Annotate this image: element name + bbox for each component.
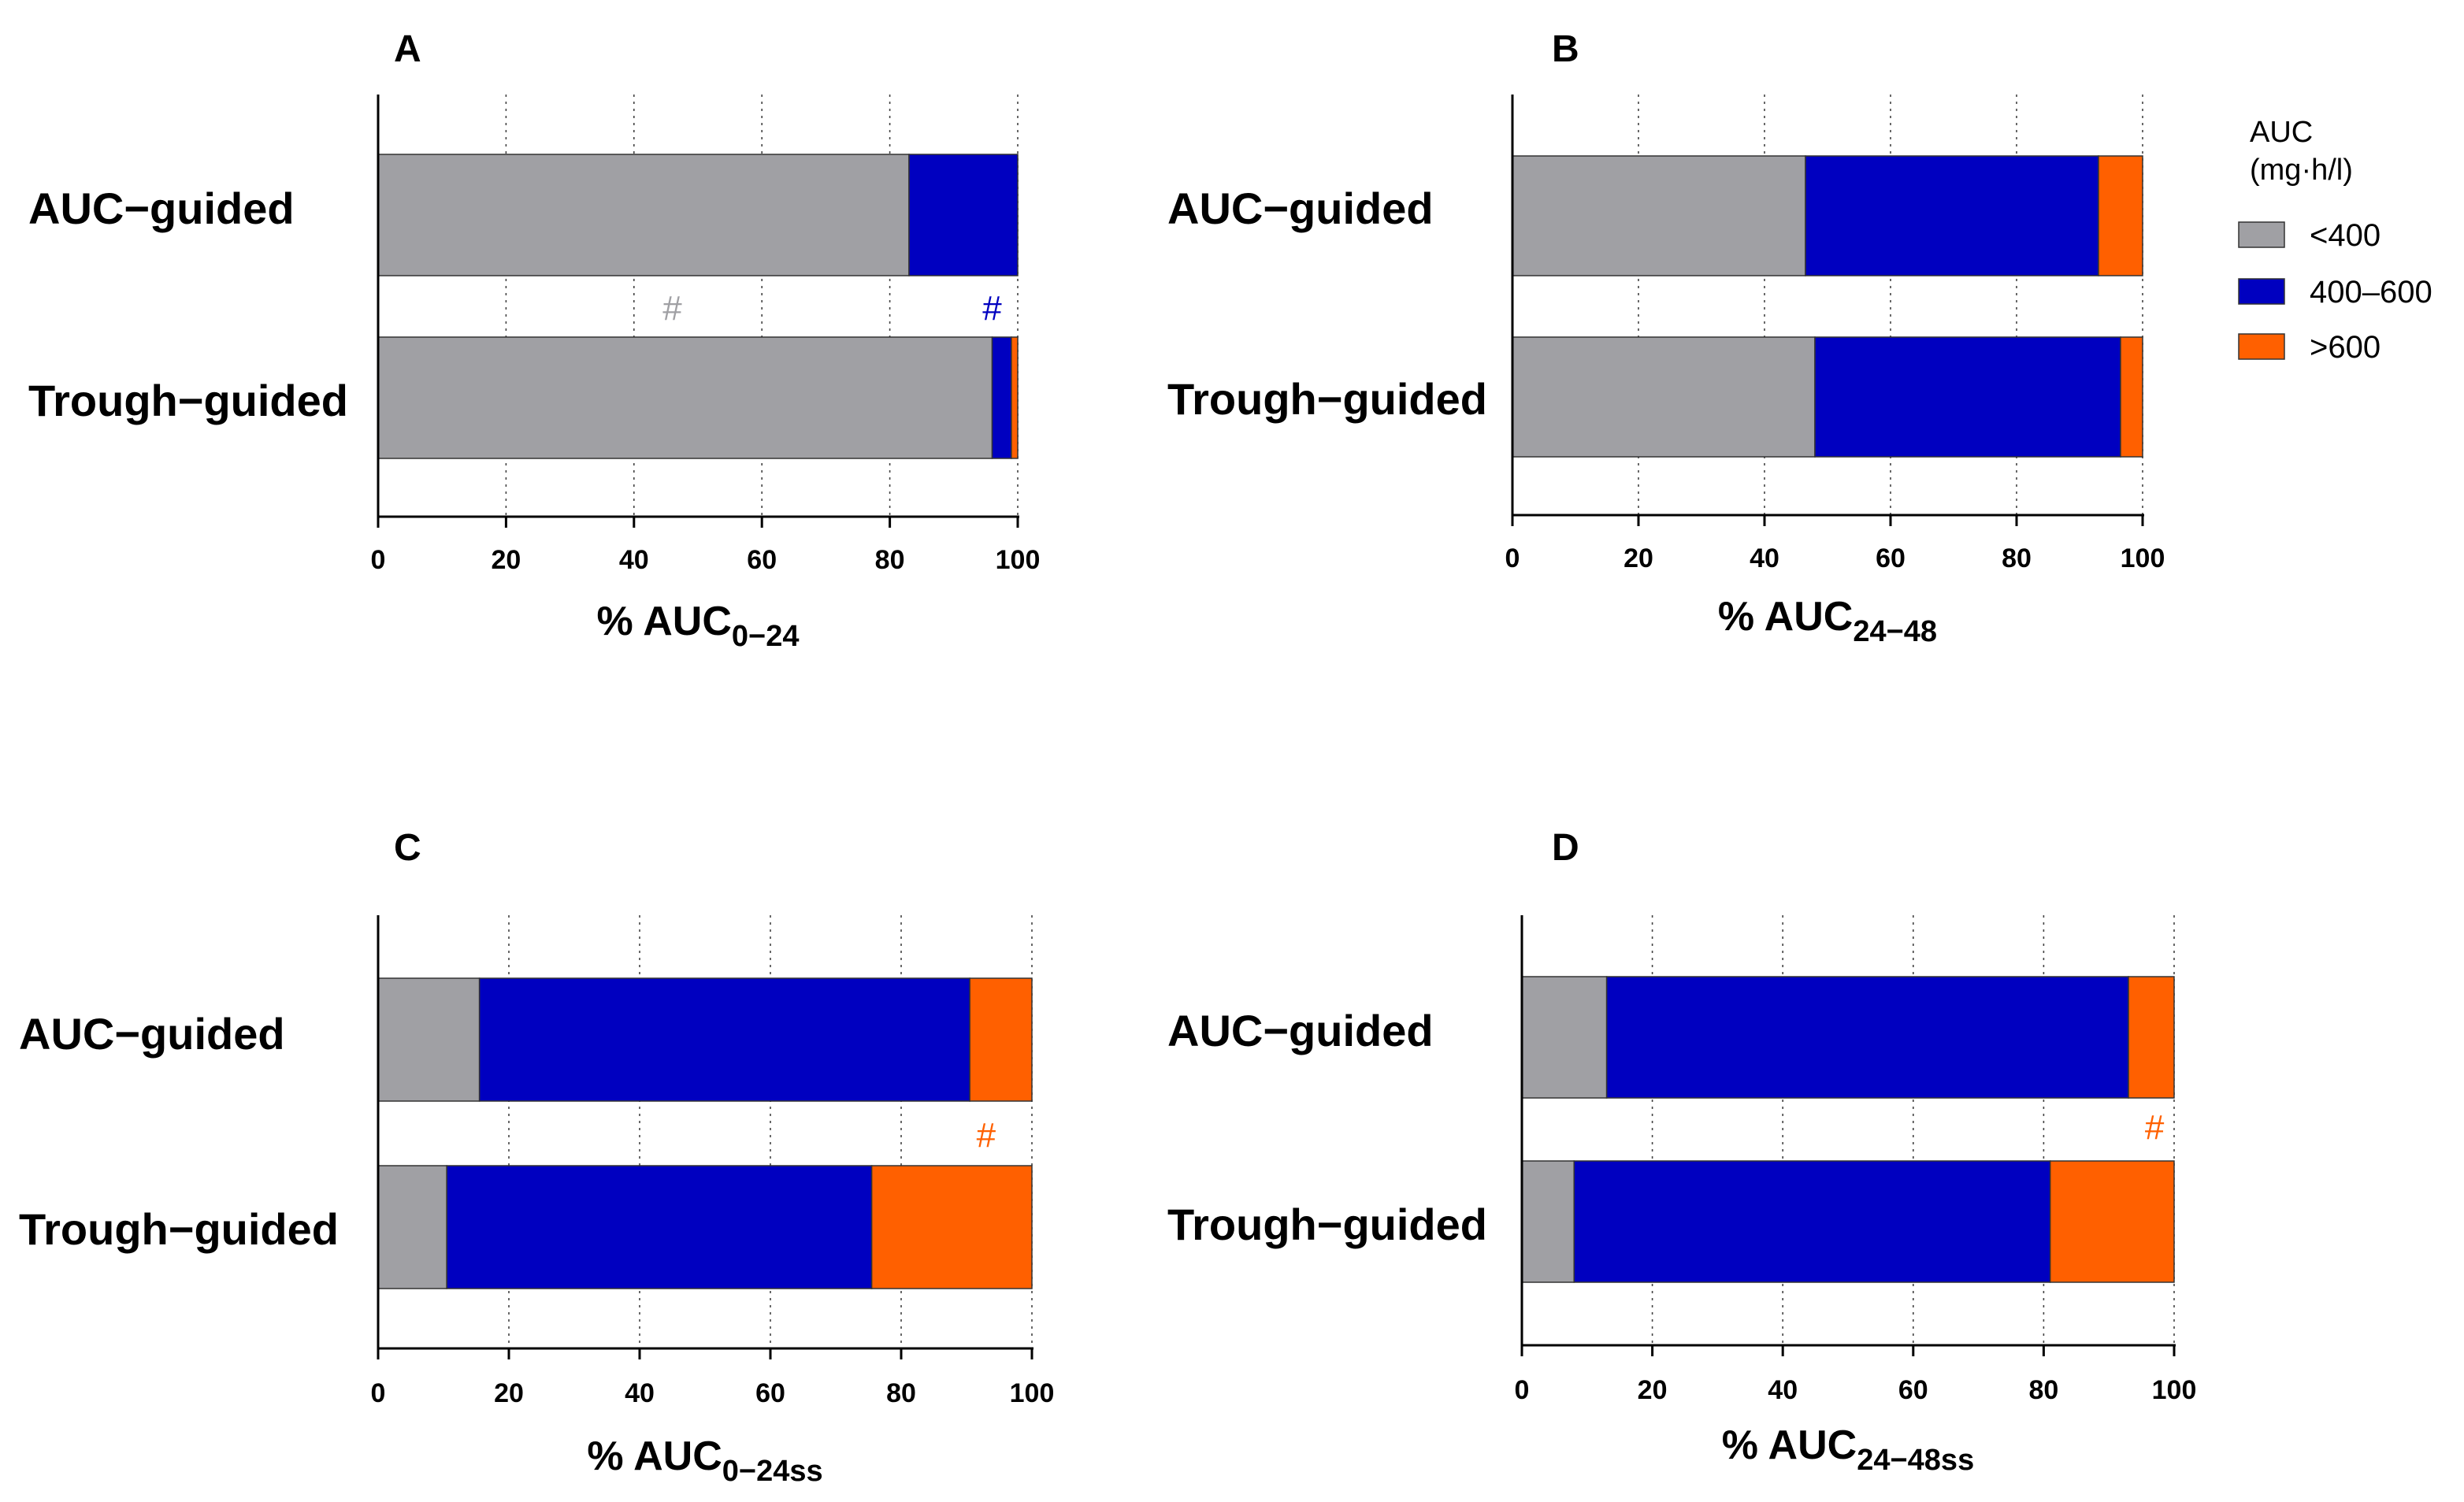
category-label: AUC−guided: [1167, 1006, 1434, 1055]
bar-segment: [1805, 155, 2099, 276]
bar-segment: [1512, 155, 1806, 276]
panel-c: 0 20 40 60 80 100 AUC−guided Trough−guided C % AU…: [19, 827, 1054, 1488]
x-tick-label: 80: [2028, 1375, 2058, 1405]
x-tick-label: 40: [1768, 1375, 1798, 1405]
x-tick-label: 0: [371, 545, 386, 575]
significance-marker: #: [982, 289, 1002, 328]
x-tick-label: 40: [1750, 543, 1779, 573]
x-tick-label: 0: [371, 1378, 386, 1408]
x-tick-label: 60: [755, 1378, 785, 1408]
significance-marker: #: [2145, 1108, 2165, 1147]
bar-segment: [377, 1165, 447, 1289]
panel-letter: C: [394, 827, 421, 869]
x-tick-label: 80: [886, 1378, 916, 1408]
legend-label: >600: [2310, 330, 2381, 365]
legend: AUC (mg·h/l) <400 400–600 >600: [2238, 116, 2432, 365]
x-tick-label: 20: [1623, 543, 1653, 573]
bar-segment: [1814, 336, 2121, 458]
x-axis-title: % AUC24−48ss: [1722, 1422, 1974, 1477]
x-tick-label: 100: [2152, 1375, 2197, 1405]
bar-segment: [446, 1165, 873, 1289]
category-label: AUC−guided: [28, 184, 295, 233]
x-tick-label: 20: [1638, 1375, 1668, 1405]
bar-segment: [377, 977, 481, 1102]
x-tick-label: 20: [494, 1378, 524, 1408]
x-tick-label: 0: [1515, 1375, 1530, 1405]
bar-segment: [991, 336, 1012, 459]
legend-label: 400–600: [2310, 275, 2432, 310]
legend-swatch: [2238, 221, 2285, 248]
category-label: AUC−guided: [19, 1009, 285, 1059]
x-tick-label: 20: [491, 545, 521, 575]
panel-d: 0 20 40 60 80 100 AUC−guided Trough−guided D % AU…: [1167, 827, 2196, 1477]
legend-title: AUC: [2250, 116, 2313, 149]
bar-segment: [1605, 976, 2129, 1099]
category-label: Trough−guided: [19, 1204, 339, 1254]
bar-segment: [969, 977, 1033, 1102]
x-axis-title: % AUC0−24ss: [587, 1433, 822, 1488]
significance-marker: #: [977, 1116, 996, 1155]
x-tick-label: 100: [1010, 1378, 1055, 1408]
bar-segment: [1011, 336, 1019, 459]
x-tick-label: 80: [2002, 543, 2032, 573]
x-tick-label: 100: [2121, 543, 2165, 573]
significance-marker: #: [662, 289, 682, 328]
bar-segment: [1512, 336, 1816, 458]
bar-segment: [1521, 1160, 1575, 1283]
x-tick-label: 60: [1876, 543, 1906, 573]
panel-a: 0 20 40 60 80 100 AUC−guided Trough−guided A % AU…: [28, 28, 1040, 653]
bar-segment: [1573, 1160, 2051, 1283]
category-label: Trough−guided: [28, 376, 348, 425]
bar-segment: [1521, 976, 1608, 1099]
bar-segment: [2128, 976, 2175, 1099]
bar-segment: [478, 977, 970, 1102]
panel-letter: A: [394, 28, 421, 70]
x-tick-label: 60: [1898, 1375, 1928, 1405]
bar-segment: [870, 1165, 1033, 1289]
panel-letter: D: [1552, 827, 1579, 869]
x-tick-label: 80: [875, 545, 905, 575]
panel-letter: B: [1552, 28, 1579, 70]
bar-segment: [2098, 155, 2143, 276]
x-tick-label: 0: [1505, 543, 1520, 573]
legend-unit: (mg·h/l): [2250, 154, 2353, 187]
panel-b: 0 20 40 60 80 100 AUC−guided Trough−guided B % AU…: [1167, 28, 2165, 648]
x-tick-label: 100: [996, 545, 1041, 575]
bar-segment: [377, 154, 910, 276]
x-axis-title: % AUC24−48: [1718, 594, 1937, 648]
bar-segment: [908, 154, 1019, 276]
bar-segment: [2049, 1160, 2175, 1283]
x-tick-label: 40: [625, 1378, 655, 1408]
legend-label: <400: [2310, 218, 2381, 253]
category-label: Trough−guided: [1167, 374, 1487, 424]
bar-segment: [377, 336, 993, 459]
legend-swatch: [2238, 333, 2285, 360]
legend-swatch: [2238, 278, 2285, 305]
category-label: AUC−guided: [1167, 184, 1434, 233]
x-axis-title: % AUC0−24: [596, 599, 799, 653]
category-label: Trough−guided: [1167, 1200, 1487, 1249]
x-tick-label: 40: [619, 545, 649, 575]
bar-segment: [2120, 336, 2143, 458]
x-tick-label: 60: [747, 545, 777, 575]
